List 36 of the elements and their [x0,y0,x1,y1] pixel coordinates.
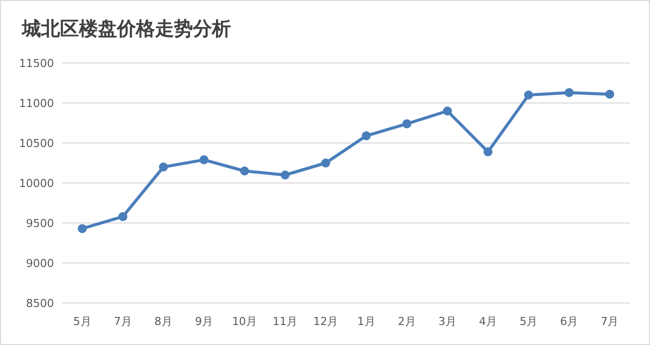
point [362,131,371,140]
point [200,155,208,164]
x-tick-label: 5月 [520,315,538,328]
point [564,88,574,98]
point [442,106,452,116]
point [402,119,412,128]
x-tick-label: 3月 [438,315,456,328]
x-tick-label: 7月 [114,315,132,328]
y-tick-label: 11000 [19,96,54,110]
point [280,170,290,180]
y-tick-label: 8500 [26,296,54,310]
point [158,162,168,172]
x-tick-label: 5月 [73,315,92,328]
point [605,90,614,99]
y-tick-label: 11500 [19,56,54,70]
y-tick-label: 10000 [19,176,54,190]
point [118,212,128,222]
point [321,158,330,168]
y-tick-label: 9500 [26,216,54,230]
point [78,224,87,234]
point [240,166,250,176]
x-tick-label: 9月 [195,315,213,328]
point [484,147,492,156]
x-tick-label: 7月 [600,315,619,328]
chart-title: 城北区楼盘价格走势分析 [21,18,231,40]
x-tick-label: 8月 [154,315,172,328]
x-tick-label: 10月 [232,315,258,328]
x-tick-label: 4月 [479,315,497,328]
y-tick-label: 10500 [19,136,54,150]
x-tick-label: 1月 [357,315,376,328]
y-tick-label: 9000 [26,256,54,270]
x-tick-label: 12月 [313,315,338,328]
point [524,90,534,100]
x-tick-label: 6月 [560,315,578,328]
x-tick-label: 11月 [272,315,298,328]
x-tick-label: 2月 [398,315,416,328]
